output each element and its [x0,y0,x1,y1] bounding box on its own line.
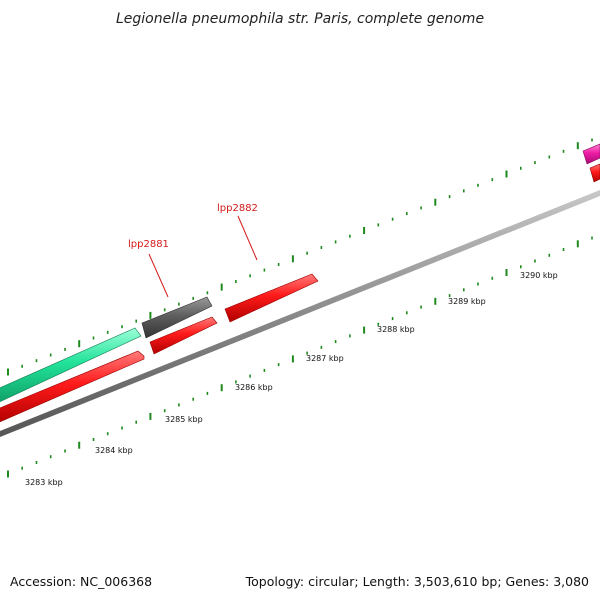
scale-label: 3290 kbp [520,271,558,280]
gene-label-leader [237,215,258,261]
scale-label: 3289 kbp [448,297,486,306]
gene-arrow[interactable] [224,273,319,323]
gene-arrow[interactable] [0,327,142,404]
genome-summary-text: Topology: circular; Length: 3,503,610 bp… [245,574,589,589]
gene-arrow[interactable] [0,350,145,424]
scale-label: 3286 kbp [235,383,273,392]
gene-label-leader [148,253,169,298]
accession-text: Accession: NC_006368 [10,574,152,589]
inner-tick-row [7,236,593,478]
outer-tick-row [7,138,593,376]
scale-label: 3284 kbp [95,446,133,455]
scale-label: 3288 kbp [377,325,415,334]
gene-arrow[interactable] [589,163,600,183]
scale-label: 3283 kbp [25,478,63,487]
genome-backbone [0,190,600,437]
gene-label: lpp2882 [217,203,258,214]
scale-label: 3287 kbp [306,354,344,363]
scale-label: 3285 kbp [165,415,203,424]
scale-labels: 3283 kbp 3284 kbp 3285 kbp 3286 kbp 3287… [25,271,558,487]
gene-arrow[interactable] [141,296,213,339]
gene-arrow[interactable] [149,316,218,355]
gene-arrow[interactable] [582,143,600,165]
gene-label: lpp2881 [128,239,169,250]
map-title: Legionella pneumophila str. Paris, compl… [116,11,484,27]
